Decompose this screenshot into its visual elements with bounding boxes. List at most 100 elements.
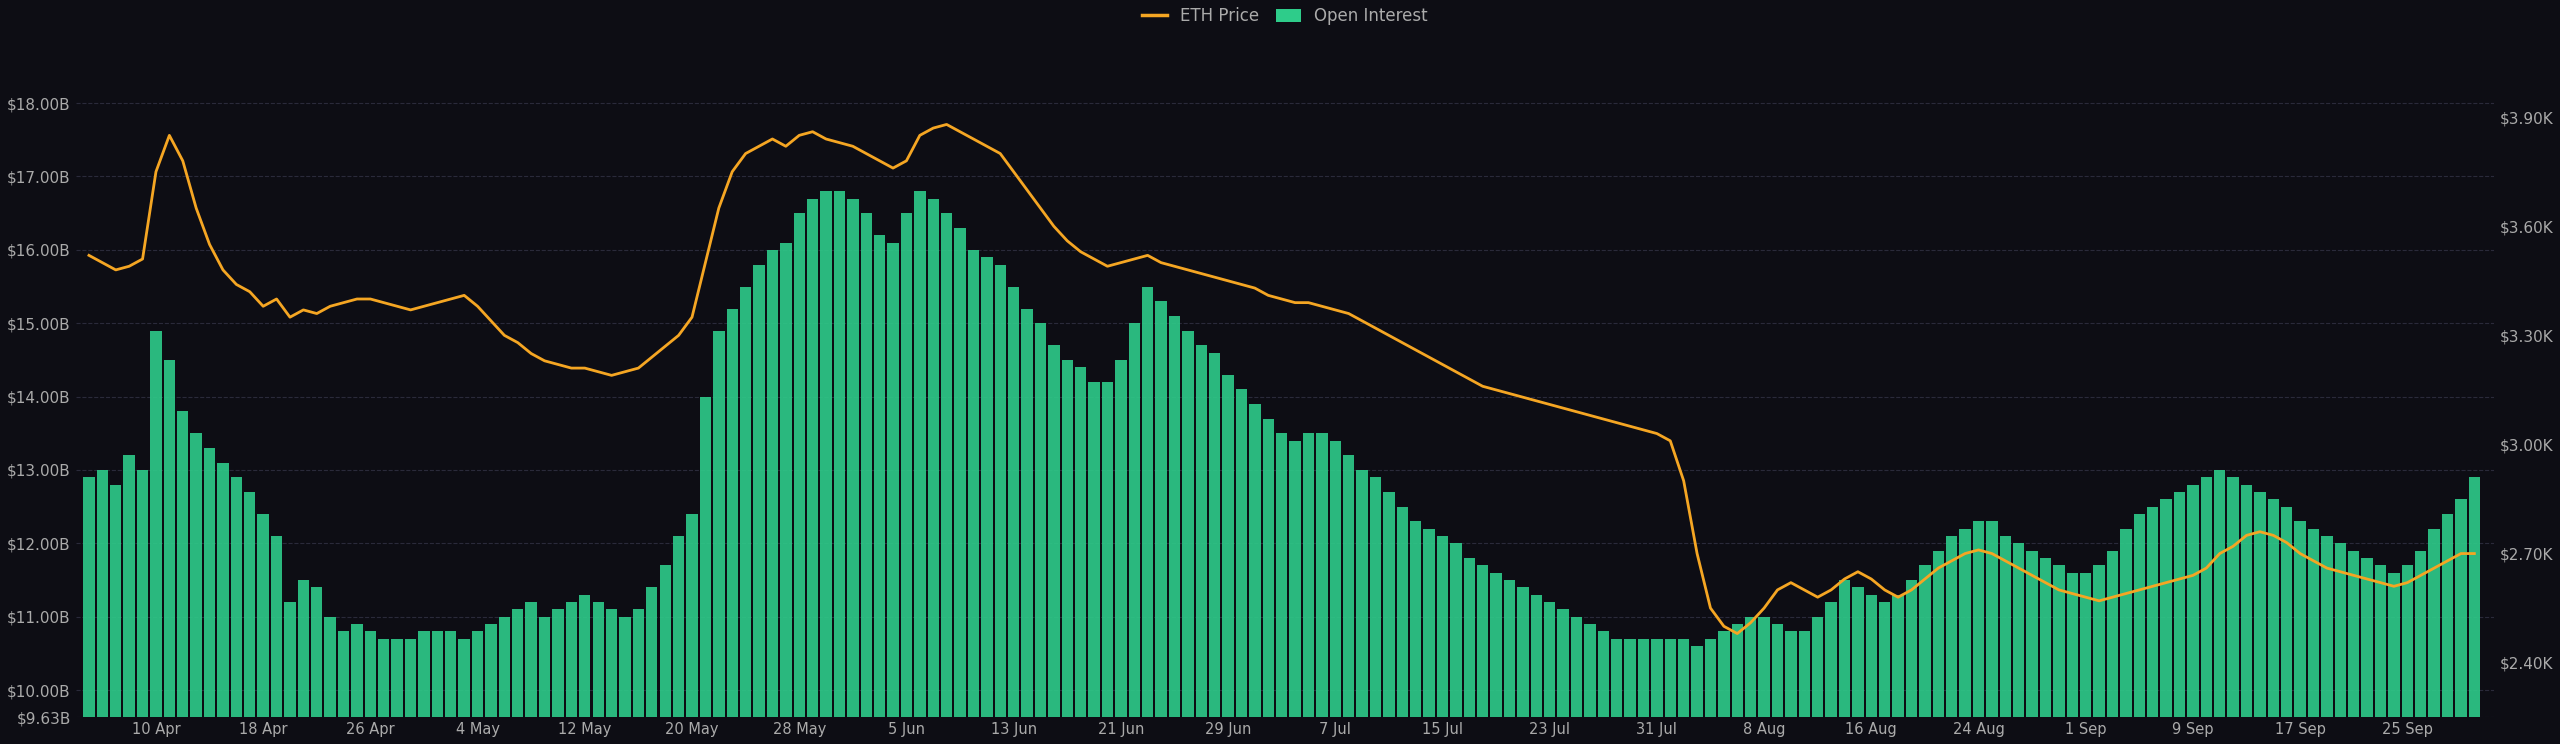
- Bar: [1585, 624, 1595, 744]
- Bar: [2348, 551, 2360, 744]
- Bar: [1290, 440, 1300, 744]
- Bar: [1853, 587, 1864, 744]
- Bar: [259, 514, 269, 744]
- Bar: [714, 330, 724, 744]
- Bar: [2081, 573, 2092, 744]
- Bar: [1088, 382, 1101, 744]
- Bar: [2053, 565, 2063, 744]
- Bar: [2388, 573, 2399, 744]
- Bar: [632, 609, 645, 744]
- Bar: [914, 191, 927, 744]
- Bar: [1838, 580, 1851, 744]
- Bar: [968, 250, 978, 744]
- Bar: [151, 330, 161, 744]
- Bar: [1958, 529, 1971, 744]
- Bar: [1544, 602, 1556, 744]
- Bar: [1718, 632, 1731, 744]
- Bar: [686, 514, 699, 744]
- Bar: [1357, 470, 1367, 744]
- Bar: [1344, 455, 1354, 744]
- Bar: [1398, 507, 1408, 744]
- Bar: [1638, 638, 1649, 744]
- Bar: [2281, 507, 2291, 744]
- Bar: [1825, 602, 1836, 744]
- Bar: [888, 243, 899, 744]
- Bar: [2107, 551, 2117, 744]
- Bar: [660, 565, 671, 744]
- Bar: [297, 580, 310, 744]
- Bar: [230, 478, 243, 744]
- Bar: [1800, 632, 1810, 744]
- Bar: [2066, 573, 2079, 744]
- Bar: [2294, 522, 2307, 744]
- Bar: [2455, 499, 2468, 744]
- Bar: [2132, 514, 2145, 744]
- Bar: [1075, 368, 1085, 744]
- Bar: [1705, 638, 1715, 744]
- Bar: [942, 214, 952, 744]
- Bar: [218, 463, 228, 744]
- Bar: [525, 602, 538, 744]
- Bar: [2202, 478, 2212, 744]
- Bar: [243, 492, 256, 744]
- Bar: [860, 214, 873, 744]
- Bar: [2442, 514, 2452, 744]
- Bar: [1597, 632, 1610, 744]
- Bar: [1262, 419, 1275, 744]
- Bar: [673, 536, 684, 744]
- Bar: [781, 243, 791, 744]
- Bar: [1034, 323, 1047, 744]
- Bar: [2012, 543, 2025, 744]
- Bar: [2307, 529, 2319, 744]
- Bar: [2255, 492, 2266, 744]
- Bar: [445, 632, 456, 744]
- Bar: [2173, 492, 2186, 744]
- Bar: [1759, 617, 1769, 744]
- Bar: [835, 191, 845, 744]
- Bar: [620, 617, 630, 744]
- Bar: [1021, 309, 1032, 744]
- Bar: [1477, 565, 1487, 744]
- Bar: [1746, 617, 1756, 744]
- Bar: [1692, 646, 1702, 744]
- Bar: [1812, 617, 1823, 744]
- Bar: [404, 638, 417, 744]
- Bar: [553, 609, 563, 744]
- Legend: ETH Price, Open Interest: ETH Price, Open Interest: [1134, 0, 1436, 33]
- Bar: [1503, 580, 1516, 744]
- Bar: [2401, 565, 2414, 744]
- Bar: [753, 265, 765, 744]
- Bar: [794, 214, 804, 744]
- Bar: [1411, 522, 1421, 744]
- Bar: [901, 214, 911, 744]
- Bar: [1009, 286, 1019, 744]
- Bar: [1651, 638, 1661, 744]
- Bar: [351, 624, 364, 744]
- Bar: [2161, 499, 2171, 744]
- Bar: [1370, 478, 1382, 744]
- Bar: [2028, 551, 2038, 744]
- Bar: [1626, 638, 1636, 744]
- Bar: [2240, 484, 2253, 744]
- Bar: [189, 433, 202, 744]
- Bar: [2414, 551, 2427, 744]
- Bar: [1129, 323, 1139, 744]
- Bar: [819, 191, 832, 744]
- Bar: [325, 617, 335, 744]
- Bar: [1436, 536, 1449, 744]
- Bar: [980, 257, 993, 744]
- Bar: [873, 235, 886, 744]
- Bar: [392, 638, 402, 744]
- Bar: [645, 587, 658, 744]
- Bar: [84, 478, 95, 744]
- Bar: [1449, 543, 1462, 744]
- Bar: [1556, 609, 1569, 744]
- Bar: [1987, 522, 1997, 744]
- Bar: [1236, 389, 1247, 744]
- Bar: [2429, 529, 2440, 744]
- Bar: [699, 397, 712, 744]
- Bar: [471, 632, 484, 744]
- Bar: [2120, 529, 2132, 744]
- Bar: [1610, 638, 1623, 744]
- Bar: [955, 228, 965, 744]
